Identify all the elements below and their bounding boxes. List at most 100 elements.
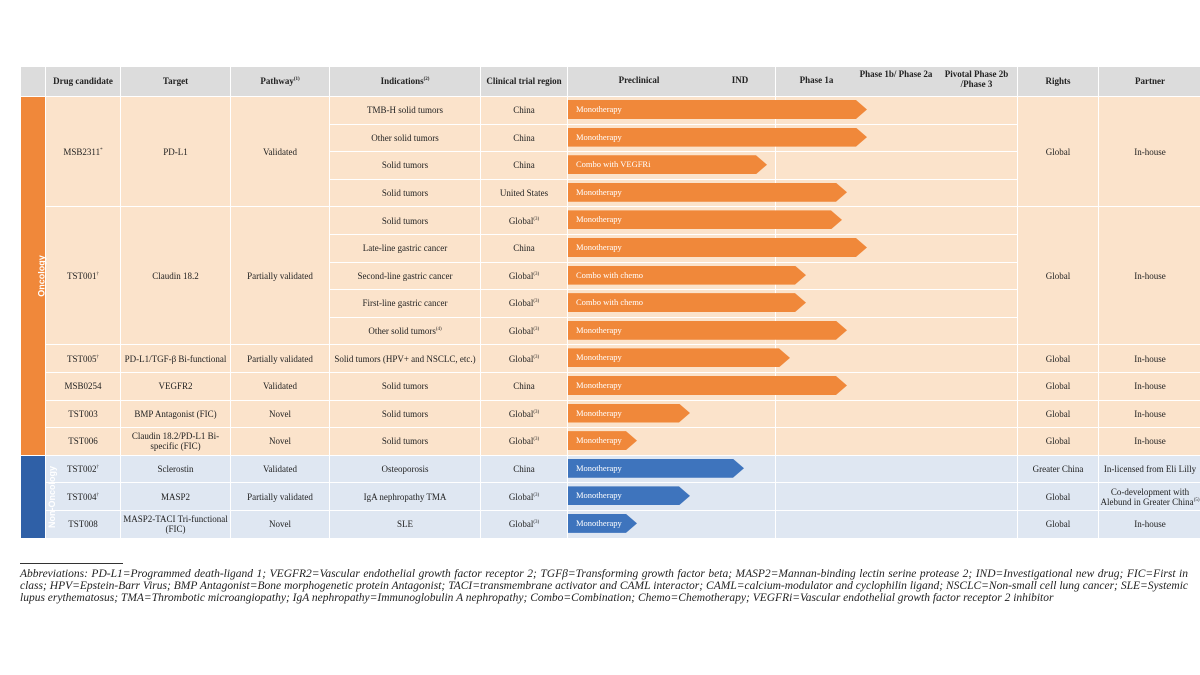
region-text: China: [513, 381, 535, 392]
drug-partner-text: In-house: [1134, 381, 1166, 392]
region-cell: Global(3): [480, 399, 568, 429]
drug-name-text: TST005: [66, 353, 97, 364]
progress-bar: Monotherapy: [568, 210, 842, 229]
indication-cell: Solid tumors: [329, 427, 481, 456]
table-row: Oncology MSB2311* PD-L1 Validated TMB-H soli…: [20, 95, 1200, 456]
drug-rights: Global: [1017, 95, 1099, 208]
drug-name-text: MSB2311: [63, 146, 101, 157]
drug-rights: Global: [1017, 344, 1099, 373]
drug-pathway: Novel: [230, 509, 330, 539]
indication-text: Late-line gastric cancer: [362, 243, 448, 254]
progress-bar: Monotherapy: [568, 128, 867, 147]
region-cell: China: [480, 96, 568, 125]
progress-cell: Combo with chemo: [567, 261, 1018, 291]
drug-name-cell: TST006: [45, 427, 121, 456]
drug-name-text: TST001: [66, 270, 97, 281]
pipeline-table: Drug candidate Target Pathway(1) Indicat…: [20, 66, 1200, 539]
region-text: China: [513, 160, 535, 171]
header-row: Drug candidate Target Pathway(1) Indicat…: [20, 66, 1200, 97]
drug-name-cell: MSB2311*: [45, 95, 121, 208]
region-cell: China: [480, 151, 568, 180]
progress-bar: Monotherapy: [568, 459, 744, 478]
indication-cell: IgA nephropathy TMA: [329, 482, 481, 511]
drug-target: Claudin 18.2/PD-L1 Bi-specific (FIC): [120, 427, 231, 456]
progress-bar: Monotherapy: [568, 376, 847, 395]
progress-cell: Combo with VEGFRi: [567, 151, 1018, 180]
drug-name-note: †: [96, 464, 100, 470]
indication-note: (4): [435, 327, 442, 332]
table-row: TST006 Claudin 18.2/PD-L1 Bi-specific (FI…: [20, 427, 1200, 456]
indication-text: Other solid tumors: [371, 132, 439, 143]
drug-rights: Global: [1017, 371, 1099, 401]
table-row: TST001† Claudin 18.2 Partially validated So…: [20, 206, 1200, 346]
pipeline-body: Oncology MSB2311* PD-L1 Validated TMB-H soli…: [20, 95, 1200, 539]
drug-target: VEGFR2: [120, 371, 231, 401]
drug-partner-cell: In-house: [1098, 344, 1200, 373]
progress-bar: Combo with chemo: [568, 266, 806, 285]
header-rights: Rights: [1017, 66, 1099, 97]
region-note: (3): [533, 492, 540, 498]
drug-rights: Global: [1017, 206, 1099, 346]
drug-partner-text: In-house: [1134, 146, 1166, 157]
category-non-oncology: Non-Oncology: [20, 454, 57, 539]
region-text: Global: [508, 491, 534, 502]
phase-divider: [775, 400, 776, 428]
drug-name-text: TST003: [68, 408, 98, 419]
drug-pathway: Novel: [230, 427, 330, 456]
indication-cell: Solid tumors: [329, 178, 481, 208]
header-pathway-label: Pathway: [260, 76, 294, 87]
drug-name-note: †: [96, 354, 100, 360]
region-cell: Global(3): [480, 206, 568, 235]
header-pathway: Pathway(1): [230, 66, 330, 97]
drug-rights: Global: [1017, 427, 1099, 456]
drug-name-cell: MSB0254: [45, 371, 121, 401]
drug-partner-text: In-house: [1134, 353, 1166, 364]
region-note: (3): [533, 216, 540, 222]
region-text: China: [513, 105, 535, 116]
drug-name-cell: TST008: [45, 509, 121, 539]
indication-text: Solid tumors: [381, 188, 429, 199]
drug-partner-cell: In-house: [1098, 95, 1200, 208]
drug-pathway: Partially validated: [230, 344, 330, 373]
drug-pathway: Validated: [230, 95, 330, 208]
indication-text: Solid tumors (HPV+ and NSCLC, etc.): [334, 353, 476, 364]
indication-text: Solid tumors: [381, 436, 429, 447]
indication-text: SLE: [396, 519, 413, 530]
header-pathway-note: (1): [293, 77, 300, 83]
progress-cell: Monotherapy: [567, 399, 1018, 429]
header-ind: IND: [731, 75, 749, 85]
indication-text: TMB-H solid tumors: [366, 105, 443, 116]
drug-partner-text: In-house: [1134, 436, 1166, 447]
region-text: Global: [508, 326, 534, 336]
indication-cell: Other solid tumors: [329, 123, 481, 153]
region-text: China: [513, 243, 535, 254]
indication-text: First-line gastric cancer: [362, 298, 448, 309]
phase-divider: [775, 483, 776, 510]
phase-divider: [775, 510, 776, 538]
drug-partner-cell: In-house: [1098, 399, 1200, 429]
drug-target: PD-L1: [120, 95, 231, 208]
progress-bar: Monotherapy: [568, 404, 690, 423]
region-text: China: [513, 132, 535, 143]
progress-cell: Monotherapy: [567, 371, 1018, 401]
region-text: Global: [508, 408, 534, 419]
progress-bar: Monotherapy: [568, 321, 847, 340]
region-cell: Global(3): [480, 482, 568, 511]
progress-bar: Monotherapy: [568, 431, 637, 450]
table-row: MSB0254 VEGFR2 Validated Solid tumors China M…: [20, 371, 1200, 401]
region-text: United States: [499, 188, 549, 199]
header-indications-note: (2): [423, 77, 430, 83]
progress-bar: Monotherapy: [568, 486, 690, 505]
progress-bar: Combo with chemo: [568, 293, 806, 312]
header-partner: Partner: [1098, 66, 1200, 97]
table-row: TST008 MASP2-TACI Tri-functional (FIC) Nov…: [20, 509, 1200, 539]
progress-bar: Monotherapy: [568, 348, 790, 367]
drug-name-text: TST006: [68, 436, 98, 447]
progress-bar: Combo with VEGFRi: [568, 155, 767, 174]
indication-cell: Solid tumors: [329, 151, 481, 180]
drug-target: MASP2: [120, 482, 231, 511]
category-label: Non-Oncology: [46, 465, 57, 528]
header-drug-candidate: Drug candidate: [45, 66, 121, 97]
indication-cell: Second-line gastric cancer: [329, 261, 481, 291]
drug-name-text: TST004: [66, 491, 97, 502]
